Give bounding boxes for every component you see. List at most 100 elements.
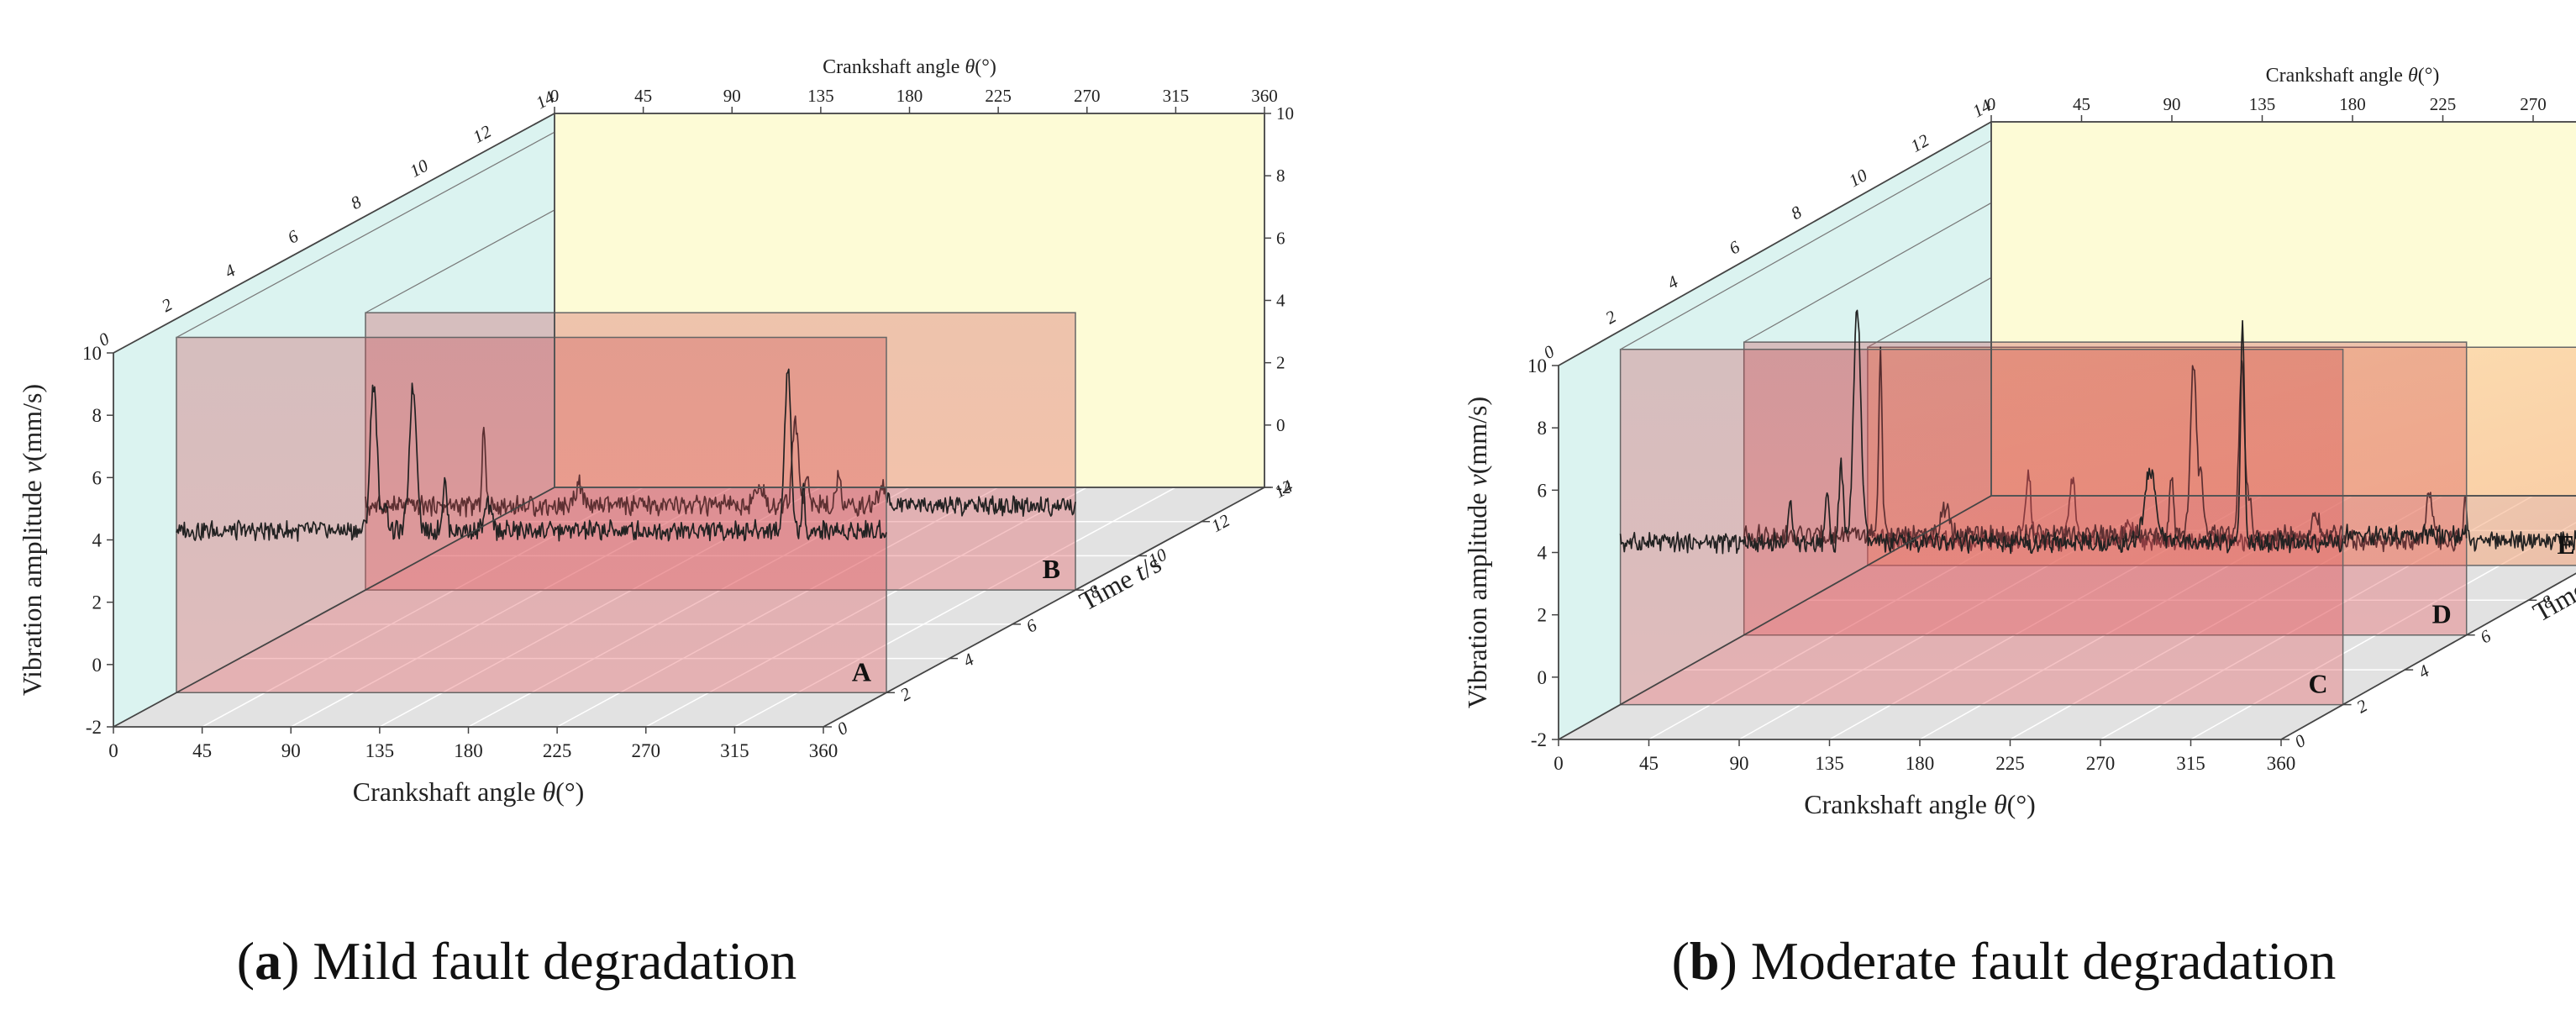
x-top-tick-label: 270 [2520, 94, 2547, 114]
x-tick-label: 0 [1553, 753, 1564, 774]
z-top-tick-label: 10 [407, 155, 432, 181]
x-tick-label: 360 [809, 740, 839, 761]
x-tick-label: 225 [543, 740, 572, 761]
y-tick-label: 0 [92, 655, 103, 676]
y-tick-label: 10 [82, 343, 102, 364]
z-tick-label: 6 [2477, 625, 2495, 647]
axis-edge-line [1558, 495, 1992, 740]
x-top-tick-label: 135 [2249, 94, 2276, 114]
caption-a-text: Mild fault degradation [313, 931, 796, 991]
axis-edge-line [823, 487, 1265, 728]
x-top-tick-label: 360 [1251, 86, 1278, 106]
z-tick-label: 14 [1271, 476, 1296, 502]
y-tick-label: 2 [1538, 605, 1548, 626]
x-tick-label: 45 [1639, 753, 1659, 774]
y-tick-label: 0 [1538, 667, 1548, 688]
x-top-tick-label: 45 [634, 86, 652, 106]
x-top-tick-label: 0 [1987, 94, 1996, 114]
signal-line-A [176, 368, 887, 542]
y-right-tick-label: 0 [1276, 415, 1285, 435]
z-top-tick-label: 2 [158, 294, 176, 316]
z-top-tick-label: 2 [1602, 306, 1620, 328]
y-tick-label: 4 [1538, 543, 1548, 564]
plane-rail-line [1743, 202, 1992, 343]
z-tick-label: 0 [2291, 730, 2309, 752]
x-top-tick-label: 225 [985, 86, 1012, 106]
x-tick-label: 315 [720, 740, 749, 761]
caption-b-letter: b [1690, 931, 1720, 991]
y-tick-label: -2 [1531, 729, 1547, 750]
z-tick-label: 6 [1023, 614, 1040, 636]
y-right-tick-label: -2 [1276, 477, 1291, 497]
axis-edge-line [1558, 121, 1992, 366]
time-plane [1619, 349, 2344, 706]
y-tick-label: 4 [92, 530, 103, 551]
caption-a-letter: a [255, 931, 281, 991]
y-tick-label: 6 [1538, 480, 1548, 501]
plane-rail-line [176, 131, 555, 339]
plane-label-B: B [1043, 554, 1060, 584]
x-top-tick-label: 270 [1074, 86, 1101, 106]
plane-label-E: E [2558, 529, 2575, 560]
x-top-tick-label: 180 [2339, 94, 2366, 114]
chart-panel-a: B A 0 45 90 135 180 225 270 315 360 Crankshaft angl… [17, 56, 1296, 807]
axis-edge-line [2280, 572, 2576, 740]
y-axis-title: Vibration amplitude v(mm/s) [1462, 397, 1492, 708]
plane-rail-line [1867, 276, 1992, 348]
back-frame [1990, 121, 2576, 497]
z-top-tick-label: 8 [347, 192, 365, 213]
axis-edge-line [113, 113, 555, 354]
z-top-tick-label: 10 [1845, 165, 1871, 191]
x-tick-label: 225 [1995, 753, 2025, 774]
axis-edge-line [113, 487, 555, 728]
x-tick-label: 270 [2086, 753, 2116, 774]
z-top-tick-label: 12 [470, 121, 495, 147]
x-axis-title: Crankshaft angle θ(°) [353, 776, 585, 807]
z-tick-label: 2 [896, 683, 914, 705]
x-tick-label: 135 [1815, 753, 1844, 774]
y-right-tick-label: 8 [1276, 166, 1285, 186]
x-top-tick-label: 0 [550, 86, 560, 106]
y-tick-label: 6 [92, 467, 103, 488]
caption-b: (b) Moderate fault degradation [1672, 931, 2337, 991]
y-right-tick-label: 2 [1276, 353, 1285, 373]
caption-a: (a) Mild fault degradation [237, 931, 796, 991]
x-tick-label: 180 [454, 740, 483, 761]
x-top-tick-label: 90 [723, 86, 741, 106]
caption-b-text: Moderate fault degradation [1751, 931, 2337, 991]
plane-label-C: C [2308, 669, 2327, 699]
z-tick-label: 4 [959, 649, 977, 671]
x-axis-title: Crankshaft angle θ(°) [1804, 789, 2036, 819]
z-tick-label: 0 [833, 718, 851, 739]
x-tick-label: 90 [1730, 753, 1749, 774]
y-tick-label: 2 [92, 592, 103, 613]
z-top-tick-label: 12 [1907, 129, 1933, 155]
z-top-tick-label: 6 [1726, 236, 1743, 258]
x-top-tick-label: 225 [2430, 94, 2457, 114]
plane-label-A: A [852, 656, 871, 687]
time-plane [176, 336, 887, 694]
z-top-tick-label: 4 [221, 260, 239, 281]
y-tick-label: -2 [86, 717, 102, 738]
x-tick-label: 45 [192, 740, 212, 761]
y-tick-label: 10 [1527, 355, 1547, 376]
z-top-tick-label: 8 [1787, 202, 1805, 224]
x-top-tick-label: 90 [2163, 94, 2181, 114]
z-tick-label: 2 [2353, 695, 2371, 717]
y-right-tick-label: 10 [1276, 103, 1294, 124]
signal-line-C [1619, 309, 2344, 555]
z-top-tick-label: 4 [1664, 271, 1681, 293]
plane-rail-line [1620, 139, 1992, 350]
z-tick-label: 4 [2415, 660, 2432, 682]
chart-panel-b: E D C 0 45 90 135 180 225 270 315 360 Crankshaft ang… [1462, 65, 2576, 819]
x-top-axis-title: Crankshaft angle θ(°) [823, 56, 996, 78]
x-top-tick-label: 180 [896, 86, 923, 106]
x-top-tick-label: 45 [2073, 94, 2090, 114]
x-tick-label: 0 [108, 740, 118, 761]
x-tick-label: 315 [2176, 753, 2205, 774]
x-tick-label: 360 [2267, 753, 2296, 774]
x-tick-label: 180 [1906, 753, 1935, 774]
x-tick-label: 135 [365, 740, 395, 761]
x-top-tick-label: 135 [807, 86, 834, 106]
x-tick-label: 90 [281, 740, 301, 761]
